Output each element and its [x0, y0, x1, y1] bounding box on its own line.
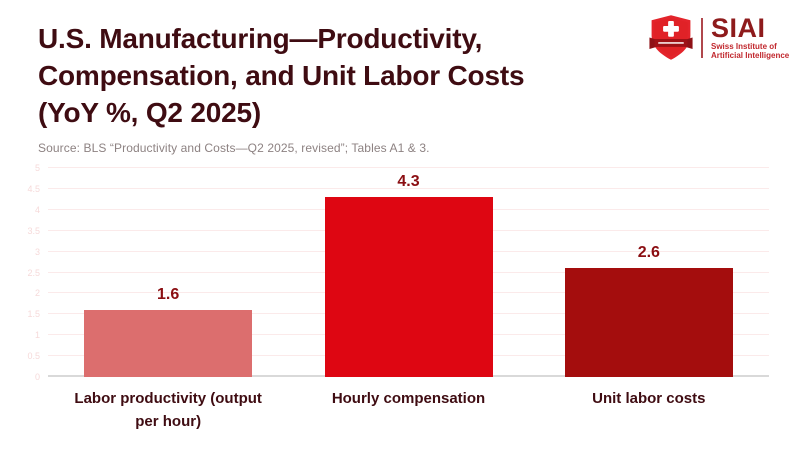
logo-wordmark: SIAI — [711, 12, 766, 43]
y-tick-label: 4 — [34, 204, 40, 215]
logo-text-block: SIAI Swiss Institute of Artificial Intel… — [711, 12, 790, 61]
category-axis: Labor productivity (output per hour) Hourl… — [48, 387, 769, 433]
y-tick-label: 1 — [34, 330, 40, 341]
bar-3 — [564, 268, 733, 377]
category-label-2: Hourly compensation — [331, 390, 486, 407]
y-tick-label: 5 — [34, 163, 40, 173]
y-tick-label: 1.5 — [27, 309, 40, 320]
source-citation: Source: BLS “Productivity and Costs—Q2 2… — [38, 141, 430, 155]
bar-value-label: 1.6 — [157, 286, 180, 304]
siai-logo: SIAI Swiss Institute of Artificial Intel… — [648, 13, 789, 62]
y-gridline — [48, 187, 769, 189]
y-tick-label: 4.5 — [27, 183, 40, 194]
bar-value-label: 2.6 — [637, 244, 660, 262]
category-label-1: Labor productivity (output per hour) — [74, 390, 262, 430]
plot-area: 0 0.5 1 1.5 2 2.5 3 3.5 4 4.5 5 1.6 4.3 2.6 — [27, 163, 769, 382]
swiss-shield-cross-icon — [648, 13, 694, 62]
chart-title-line-2: Compensation, and Unit Labor Costs — [38, 60, 525, 91]
bar-2 — [324, 197, 493, 377]
y-tick-label: 3 — [34, 246, 40, 257]
chart-title-line-1: U.S. Manufacturing—Productivity, — [38, 23, 483, 54]
y-gridline — [48, 167, 769, 168]
y-tick-label: 2.5 — [27, 267, 40, 278]
chart-title: U.S. Manufacturing—Productivity, Compens… — [38, 20, 638, 131]
bar-1 — [84, 310, 253, 377]
y-tick-label: 3.5 — [27, 225, 40, 236]
y-tick-label: 0 — [34, 372, 40, 382]
category-label-3: Unit labor costs — [592, 390, 706, 407]
logo-subtitle-line-2: Artificial Intelligence — [711, 51, 790, 60]
y-tick-label: 0.5 — [27, 351, 40, 362]
y-tick-label: 2 — [34, 288, 40, 299]
logo-subtitle-line-1: Swiss Institute of — [711, 41, 777, 51]
logo-divider — [701, 17, 703, 58]
bar-value-label: 4.3 — [397, 173, 420, 191]
chart-title-line-3: (YoY %, Q2 2025) — [38, 97, 261, 128]
